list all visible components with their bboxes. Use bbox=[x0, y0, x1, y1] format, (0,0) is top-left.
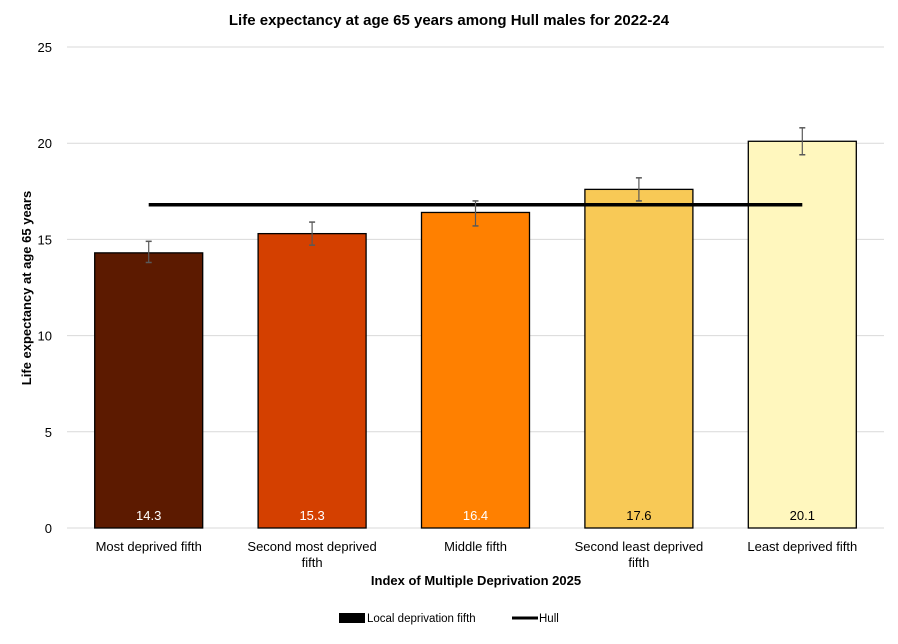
error-bar bbox=[145, 240, 152, 264]
y-tick-label: 20 bbox=[38, 136, 52, 151]
error-bar bbox=[309, 221, 316, 246]
legend: Local deprivation fifth Hull bbox=[339, 613, 559, 625]
y-tick-label: 10 bbox=[38, 329, 52, 344]
error-bars bbox=[145, 127, 806, 264]
y-tick-label: 5 bbox=[45, 425, 52, 440]
y-axis-label: Life expectancy at age 65 years bbox=[19, 191, 34, 385]
data-label: 17.6 bbox=[626, 508, 651, 523]
bar bbox=[257, 232, 367, 529]
bars bbox=[94, 140, 857, 529]
y-tick-label: 25 bbox=[38, 40, 52, 55]
x-axis-ticks: Most deprived fifth Second most deprivedf… bbox=[96, 539, 858, 570]
x-tick-label: Least deprived fifth bbox=[747, 539, 857, 554]
data-label: 16.4 bbox=[463, 508, 488, 523]
legend-label-bar: Local deprivation fifth bbox=[367, 613, 476, 625]
x-tick-label: Most deprived fifth bbox=[96, 539, 202, 554]
bar bbox=[584, 188, 694, 529]
data-label: 15.3 bbox=[299, 508, 324, 523]
data-label: 14.3 bbox=[136, 508, 161, 523]
data-label: 20.1 bbox=[790, 508, 815, 523]
bar bbox=[747, 140, 857, 529]
legend-swatch-bar bbox=[339, 613, 365, 623]
x-tick-label: Second least deprived bbox=[575, 539, 704, 554]
x-tick-label: Middle fifth bbox=[444, 539, 507, 554]
x-tick-label: Second most deprived bbox=[247, 539, 376, 554]
y-tick-label: 15 bbox=[38, 232, 52, 247]
error-bar bbox=[799, 127, 806, 156]
x-axis-label: Index of Multiple Deprivation 2025 bbox=[371, 573, 581, 588]
y-axis-ticks: 0 5 10 15 20 25 bbox=[38, 40, 52, 536]
data-labels: 14.3 15.3 16.4 17.6 20.1 bbox=[136, 508, 815, 523]
error-bar bbox=[635, 177, 642, 202]
x-tick-label: fifth bbox=[628, 555, 649, 570]
legend-label-line: Hull bbox=[539, 613, 559, 625]
y-tick-label: 0 bbox=[45, 521, 52, 536]
chart-title: Life expectancy at age 65 years among Hu… bbox=[229, 12, 670, 29]
error-bar bbox=[472, 200, 479, 227]
x-tick-label: fifth bbox=[302, 555, 323, 570]
bar bbox=[420, 211, 531, 529]
bar bbox=[94, 252, 204, 529]
